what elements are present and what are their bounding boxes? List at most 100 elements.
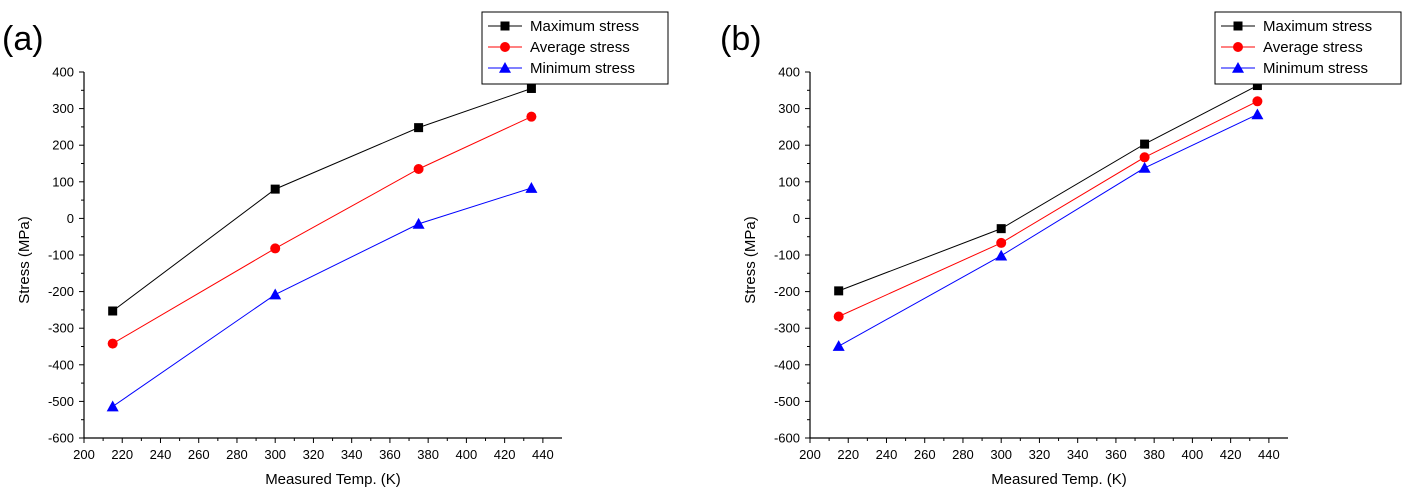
data-point [1140, 139, 1150, 149]
y-tick-label: 300 [778, 101, 800, 116]
data-point [414, 123, 424, 133]
x-tick-label: 280 [226, 447, 248, 462]
x-tick-label: 380 [417, 447, 439, 462]
legend-label: Minimum stress [530, 60, 635, 77]
y-tick-label: -600 [774, 431, 800, 446]
series-line-0 [112, 87, 532, 312]
x-tick-label: 360 [1105, 447, 1127, 462]
data-point [526, 111, 537, 122]
series-line-2 [112, 187, 532, 407]
y-axis-title: Stress (MPa) [742, 216, 759, 304]
data-point [270, 243, 281, 254]
y-tick-label: -500 [48, 394, 74, 409]
x-tick-label: 300 [990, 447, 1012, 462]
legend-marker [500, 21, 510, 31]
data-point [412, 217, 425, 229]
y-tick-label: -100 [48, 248, 74, 263]
data-point [270, 184, 280, 194]
data-point [1252, 81, 1262, 91]
x-tick-label: 400 [1182, 447, 1204, 462]
x-tick-label: 380 [1143, 447, 1165, 462]
series-line-2 [838, 114, 1258, 347]
x-tick-label: 240 [876, 447, 898, 462]
x-tick-label: 300 [264, 447, 286, 462]
x-axis-title: Measured Temp. (K) [991, 471, 1127, 488]
x-tick-label: 420 [1220, 447, 1242, 462]
legend-box [1214, 11, 1402, 85]
data-point [1139, 152, 1150, 163]
y-tick-label: -400 [48, 357, 74, 372]
legend-label: Maximum stress [530, 18, 639, 35]
x-tick-label: 440 [532, 447, 554, 462]
data-point [834, 286, 844, 296]
x-tick-label: 400 [456, 447, 478, 462]
y-tick-label: 200 [778, 138, 800, 153]
y-tick-label: 200 [52, 138, 74, 153]
x-tick-label: 280 [952, 447, 974, 462]
legend-marker [1233, 21, 1243, 31]
y-tick-label: -200 [774, 284, 800, 299]
legend-marker [1232, 62, 1244, 73]
y-tick-label: 0 [793, 211, 800, 226]
data-point [525, 182, 538, 193]
x-tick-label: 360 [379, 447, 401, 462]
y-tick-label: -200 [48, 284, 74, 299]
legend-marker [1233, 42, 1243, 52]
series-line-1 [112, 116, 532, 345]
data-point [1252, 96, 1263, 107]
data-point [1138, 161, 1151, 173]
legend-box [481, 11, 669, 85]
data-point [269, 288, 282, 300]
legend-label: Minimum stress [1263, 60, 1368, 77]
data-point [413, 163, 424, 174]
data-point [833, 311, 844, 322]
x-axis-title: Measured Temp. (K) [265, 471, 401, 488]
legend-label: Maximum stress [1263, 18, 1372, 35]
y-tick-label: 100 [52, 174, 74, 189]
y-tick-label: 400 [52, 65, 74, 80]
panel-label: (b) [720, 20, 762, 58]
y-tick-label: -300 [774, 321, 800, 336]
legend: Maximum stress Average stress Minimum stre… [1214, 11, 1402, 85]
data-point [106, 400, 119, 412]
x-tick-label: 220 [111, 447, 133, 462]
x-tick-label: 260 [188, 447, 210, 462]
data-point [107, 338, 118, 349]
series-line-0 [838, 85, 1258, 292]
x-tick-label: 200 [73, 447, 95, 462]
y-tick-label: -600 [48, 431, 74, 446]
x-tick-label: 340 [341, 447, 363, 462]
x-tick-label: 340 [1067, 447, 1089, 462]
data-point [996, 237, 1007, 248]
x-tick-label: 200 [799, 447, 821, 462]
legend-marker [500, 42, 510, 52]
chart-panel-b: (b) 200 220 240 260 280 300 320 340 360 380 400 420 4… [720, 11, 1402, 488]
y-tick-label: 400 [778, 65, 800, 80]
legend-label: Average stress [530, 39, 630, 56]
legend: Maximum stress Average stress Minimum stre… [481, 11, 669, 85]
y-tick-label: 0 [67, 211, 74, 226]
legend-label: Average stress [1263, 39, 1363, 56]
x-tick-label: 220 [837, 447, 859, 462]
x-tick-label: 260 [914, 447, 936, 462]
series-line-1 [838, 100, 1258, 317]
x-tick-label: 320 [1029, 447, 1051, 462]
y-tick-label: 300 [52, 101, 74, 116]
data-point [995, 249, 1008, 261]
data-point [526, 83, 536, 93]
x-tick-label: 240 [150, 447, 172, 462]
x-tick-label: 320 [303, 447, 325, 462]
y-tick-label: -100 [774, 248, 800, 263]
legend-marker [499, 62, 511, 73]
data-point [108, 306, 118, 316]
y-tick-label: -300 [48, 321, 74, 336]
y-tick-label: -400 [774, 357, 800, 372]
data-point [832, 340, 845, 351]
y-tick-label: -500 [774, 394, 800, 409]
y-tick-label: 100 [778, 174, 800, 189]
x-tick-label: 440 [1258, 447, 1280, 462]
data-point [1251, 108, 1264, 120]
chart-panel-a: (a) 200 220 240 260 280 300 320 340 360 380 400 420 4… [2, 11, 669, 488]
x-tick-label: 420 [494, 447, 516, 462]
